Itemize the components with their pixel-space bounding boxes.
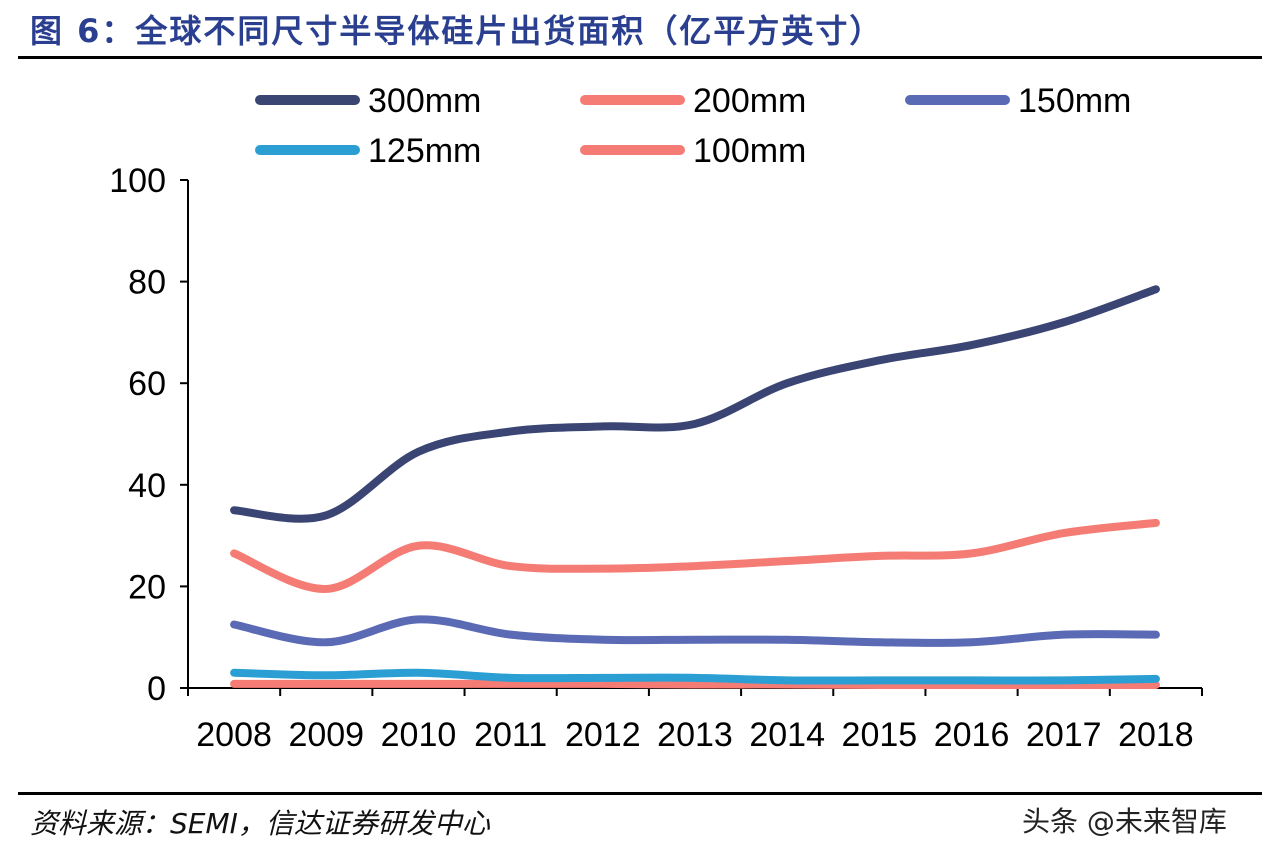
x-tick-label: 2013 (657, 716, 733, 754)
top-divider (18, 56, 1262, 59)
chart-series (230, 285, 1160, 689)
x-tick-label: 2014 (749, 716, 825, 754)
y-tick-label: 40 (128, 467, 166, 505)
x-tick-label: 2008 (196, 716, 272, 754)
y-tick-label: 80 (128, 264, 166, 302)
source-note: 资料来源：SEMI，信达证券研发中心 (30, 807, 490, 840)
bottom-divider (18, 792, 1262, 795)
series-line-200mm (230, 518, 1160, 593)
y-tick-label: 0 (147, 670, 166, 708)
x-tick-label: 2015 (842, 716, 918, 754)
page-title: 图 6：全球不同尺寸半导体硅片出货面积（亿平方英寸） (30, 12, 884, 50)
legend-label-150mm: 150mm (1018, 82, 1131, 120)
x-tick-label: 2010 (381, 716, 457, 754)
y-tick-label: 60 (128, 365, 166, 403)
series-line-300mm (230, 285, 1160, 523)
x-tick-label: 2016 (934, 716, 1010, 754)
chart-axes: 0 20 40 60 80 100 2008 2009 2010 2011 2012 2013 2014… (109, 162, 1203, 754)
series-line-150mm (230, 615, 1160, 647)
x-tick-label: 2012 (565, 716, 641, 754)
legend-label-125mm: 125mm (368, 132, 481, 170)
x-tick-label: 2009 (288, 716, 364, 754)
series-line-100mm (230, 679, 1160, 689)
y-tick-label: 20 (128, 568, 166, 606)
chart-legend: 300mm 200mm 150mm 125mm 100mm (255, 82, 1131, 170)
x-tick-label: 2011 (474, 716, 547, 754)
x-tick-label: 2017 (1026, 716, 1102, 754)
legend-label-200mm: 200mm (693, 82, 806, 120)
watermark: 头条 @未来智库 (1022, 805, 1227, 838)
y-tick-label: 100 (109, 162, 166, 200)
legend-label-100mm: 100mm (693, 132, 806, 170)
legend-label-300mm: 300mm (368, 82, 481, 120)
x-tick-label: 2018 (1118, 716, 1194, 754)
series-line-125mm (230, 668, 1160, 685)
